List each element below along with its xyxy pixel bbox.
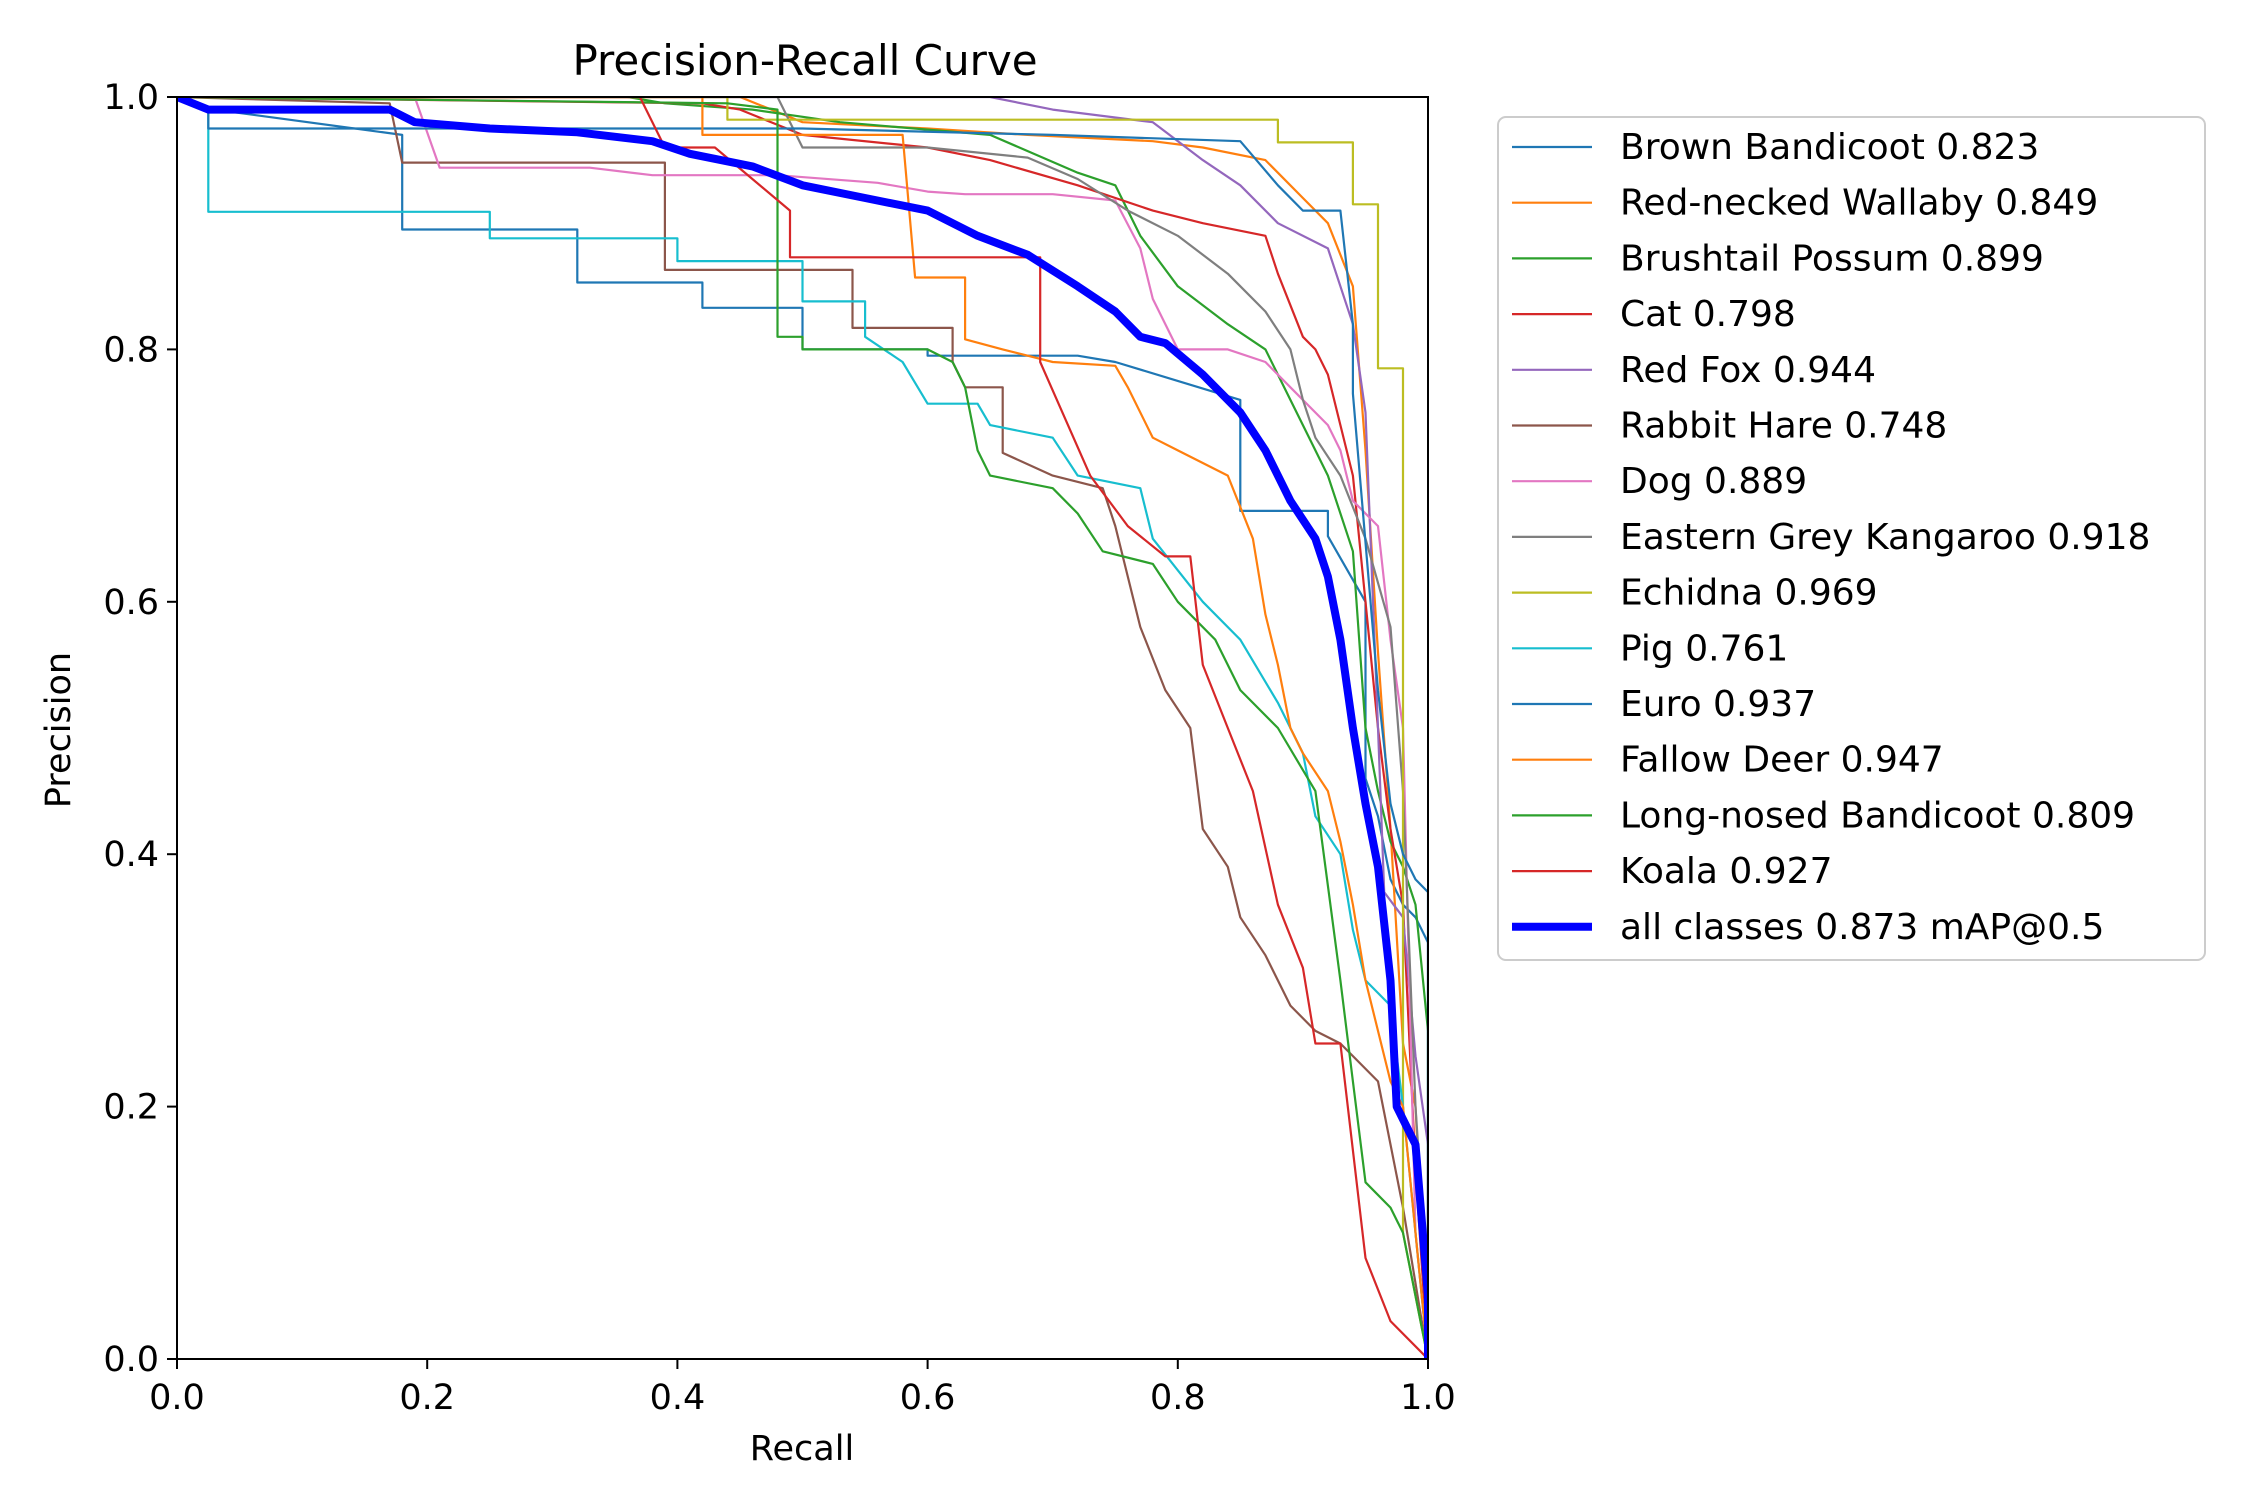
series-line-6 — [177, 97, 1428, 1359]
series-line-10 — [177, 97, 1428, 1359]
x-tick-label: 0.2 — [399, 1378, 455, 1418]
series-line-7 — [177, 97, 1428, 1296]
legend-label-9: Pig 0.761 — [1620, 628, 1788, 669]
legend-label-6: Dog 0.889 — [1620, 461, 1807, 502]
legend-label-2: Brushtail Possum 0.899 — [1620, 238, 2044, 279]
series-line-14 — [177, 97, 1428, 1359]
legend-label-5: Rabbit Hare 0.748 — [1620, 406, 1947, 447]
legend-label-3: Cat 0.798 — [1620, 294, 1796, 335]
legend-items: Brown Bandicoot 0.823 Red-necked Wallaby … — [1512, 127, 2150, 948]
legend-label-4: Red Fox 0.944 — [1620, 350, 1876, 391]
legend-label-10: Euro 0.937 — [1620, 684, 1816, 725]
legend-label-11: Fallow Deer 0.947 — [1620, 740, 1944, 781]
y-tick-label: 0.4 — [103, 835, 159, 875]
series-line-12 — [177, 97, 1428, 1359]
y-tick-label: 0.8 — [103, 330, 159, 370]
series-line-11 — [177, 97, 1428, 1359]
y-axis-label: Precision — [39, 652, 79, 808]
legend-label-1: Red-necked Wallaby 0.849 — [1620, 183, 2098, 224]
x-axis-label: Recall — [750, 1429, 854, 1469]
series-line-8 — [177, 97, 1428, 1359]
series-line-13 — [177, 97, 1428, 1359]
y-tick-label: 1.0 — [103, 78, 159, 118]
x-axis-ticks: 0.0 0.2 0.4 0.6 0.8 1.0 — [149, 1359, 1456, 1418]
series-line-3 — [177, 97, 1428, 1359]
plot-frame — [176, 96, 1429, 1360]
legend-label-14: all classes 0.873 mAP@0.5 — [1620, 907, 2104, 948]
chart-title: Precision-Recall Curve — [572, 36, 1037, 85]
x-tick-label: 0.4 — [650, 1378, 706, 1418]
series-lines — [177, 97, 1428, 1359]
series-line-9 — [177, 97, 1428, 1359]
x-tick-label: 0.0 — [149, 1378, 205, 1418]
y-tick-label: 0.2 — [103, 1088, 159, 1128]
legend-label-8: Echidna 0.969 — [1620, 573, 1878, 614]
legend-label-13: Koala 0.927 — [1620, 851, 1832, 892]
x-tick-label: 0.8 — [1150, 1378, 1206, 1418]
y-axis-ticks: 0.0 0.2 0.4 0.6 0.8 1.0 — [103, 78, 177, 1380]
legend: Brown Bandicoot 0.823 Red-necked Wallaby … — [1497, 116, 2206, 961]
legend-label-7: Eastern Grey Kangaroo 0.918 — [1620, 517, 2150, 558]
series-line-5 — [177, 97, 1428, 1359]
legend-label-0: Brown Bandicoot 0.823 — [1620, 127, 2039, 168]
legend-frame — [1497, 116, 2206, 961]
x-tick-label: 1.0 — [1400, 1378, 1456, 1418]
series-line-4 — [177, 97, 1428, 1359]
y-tick-label: 0.0 — [103, 1340, 159, 1380]
x-tick-label: 0.6 — [900, 1378, 956, 1418]
y-tick-label: 0.6 — [103, 583, 159, 623]
series-line-2 — [177, 97, 1428, 1359]
plot-area: 0.0 0.2 0.4 0.6 0.8 1.0 0.0 0.2 0.4 0.6 0.8 1.0 — [103, 78, 1456, 1418]
legend-label-12: Long-nosed Bandicoot 0.809 — [1620, 795, 2135, 836]
